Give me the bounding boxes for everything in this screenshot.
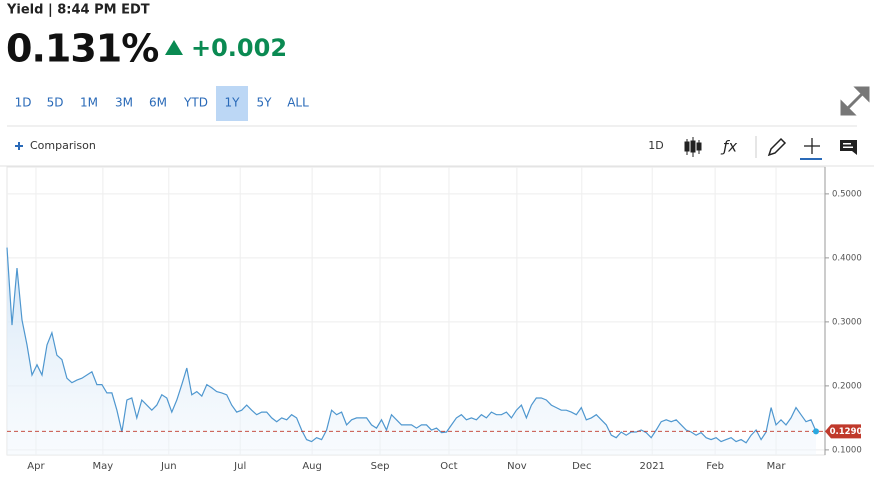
- range-button[interactable]: 1D: [15, 96, 32, 110]
- crosshair-icon[interactable]: [804, 138, 820, 154]
- plot: 0.1000 0.2000 0.3000 0.4000 0.5000 Apr May Jun J…: [6, 166, 863, 472]
- y-tick-label: 0.5000: [832, 189, 862, 199]
- candles-icon[interactable]: [684, 137, 702, 157]
- range-button[interactable]: 6M: [149, 96, 167, 110]
- x-tick-label: Sep: [371, 461, 390, 472]
- y-tick-label: 0.1000: [832, 445, 862, 455]
- quote-change: +0.002: [191, 34, 287, 62]
- quote-label: Yield | 8:44 PM EDT: [6, 3, 150, 18]
- quote-price: 0.131%: [6, 27, 158, 71]
- x-tick-label: Oct: [440, 461, 457, 472]
- x-tick-label: Feb: [706, 461, 724, 472]
- draw-icon[interactable]: [767, 137, 787, 157]
- x-tick-label: Jul: [233, 461, 246, 472]
- area-fill: [7, 247, 816, 455]
- last-point: [813, 428, 819, 435]
- range-active-bg: [216, 86, 248, 121]
- y-tick-label: 0.3000: [832, 317, 862, 327]
- comparison-button[interactable]: Comparison: [30, 139, 96, 152]
- last-value-label: 0.1290: [830, 427, 863, 437]
- x-tick-label: Nov: [507, 461, 527, 472]
- interval-button[interactable]: 1D: [648, 139, 663, 152]
- range-button[interactable]: 1M: [80, 96, 98, 110]
- y-tick-label: 0.4000: [832, 253, 862, 263]
- x-tick-label: Jun: [160, 461, 177, 472]
- x-tick-label: May: [93, 461, 114, 472]
- range-button[interactable]: 1Y: [225, 96, 241, 110]
- up-arrow-icon: [165, 40, 183, 55]
- range-button[interactable]: 3M: [115, 96, 133, 110]
- studies-icon[interactable]: ƒx: [720, 138, 737, 156]
- events-icon[interactable]: [840, 140, 857, 155]
- x-tick-label: Apr: [27, 461, 45, 472]
- plus-icon[interactable]: [15, 142, 23, 150]
- x-tick-label: Dec: [572, 461, 591, 472]
- x-tick-label: 2021: [639, 461, 664, 472]
- last-value-tag: [825, 424, 861, 439]
- price-line: [6, 247, 817, 444]
- range-selector: 1D 5D 1M 3M 6M YTD 1Y 5Y ALL: [15, 86, 309, 121]
- range-button[interactable]: 5Y: [257, 96, 273, 110]
- x-tick-label: Mar: [767, 461, 787, 472]
- expand-icon[interactable]: [840, 86, 870, 116]
- x-tick-label: Aug: [302, 461, 322, 472]
- y-tick-label: 0.2000: [832, 381, 862, 391]
- range-button[interactable]: ALL: [287, 96, 309, 110]
- range-button[interactable]: YTD: [183, 96, 208, 110]
- range-button[interactable]: 5D: [47, 96, 64, 110]
